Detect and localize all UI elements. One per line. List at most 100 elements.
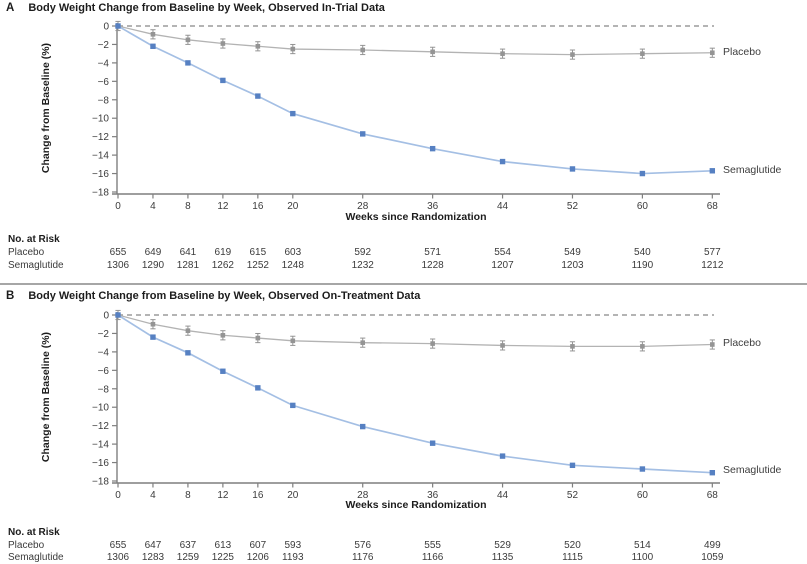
panel-a-placebo-marker	[500, 51, 505, 56]
panel-b-risk-value-semaglutide: 1283	[141, 552, 165, 563]
panel-a-semaglutide-marker	[360, 131, 366, 137]
panel-a-x-tick-label: 16	[252, 201, 264, 212]
panel-b-placebo-marker	[430, 341, 435, 346]
panel-b-placebo-marker	[570, 344, 575, 349]
panel-a-placebo-marker	[640, 51, 645, 56]
panel-b-placebo-marker	[640, 344, 645, 349]
panel-a-title: A Body Weight Change from Baseline by Wee…	[6, 2, 385, 14]
panel-b-x-tick-label: 8	[185, 490, 191, 501]
panel-a-risk-value-semaglutide: 1252	[246, 260, 269, 271]
panel-b-semaglutide-line	[117, 314, 713, 474]
panel-b-y-tick-label: −16	[92, 458, 109, 469]
panel-a-x-tick-label: 44	[497, 201, 509, 212]
panel-a-risk-row-semaglutide-label: Semaglutide	[8, 260, 64, 271]
panel-b-y-axis-label: Change from Baseline (%)	[40, 331, 52, 463]
panel-a-risk-value-placebo: 619	[214, 247, 232, 258]
panel-b-risk-value-placebo: 555	[424, 540, 441, 551]
panel-a-risk-value-placebo: 577	[703, 247, 721, 258]
panel-a-x-tick-label: 0	[115, 201, 121, 212]
panel-b-placebo-marker	[290, 338, 296, 344]
panel-a-x-tick-label: 12	[217, 201, 229, 212]
panel-a-y-tick-label: −18	[92, 188, 109, 199]
panel-b-placebo-marker	[150, 321, 156, 327]
panel-b-y-tick-label: −10	[92, 403, 109, 414]
panel-a-risk-value-semaglutide: 1262	[211, 260, 234, 271]
panel-b-y-tick-label: −8	[98, 384, 110, 395]
panel-b-risk-value-placebo: 529	[494, 540, 511, 551]
panel-b-risk-row-placebo-label: Placebo	[8, 540, 45, 551]
panel-b-risk-value-placebo: 576	[354, 540, 372, 551]
panel-a-risk-value-semaglutide: 1306	[106, 260, 130, 271]
panel-b-risk-value-semaglutide: 1225	[211, 552, 234, 563]
panel-a-semaglutide-marker	[499, 158, 506, 165]
panel-a-semaglutide-marker	[255, 93, 261, 99]
panel-a-risk-value-placebo: 554	[494, 247, 511, 258]
panel-a-risk-value-semaglutide: 1228	[421, 260, 444, 271]
panel-b-semaglutide-marker	[499, 453, 506, 459]
panel-a-placebo-marker	[430, 49, 435, 55]
panel-a-y-tick-label: −14	[92, 151, 109, 162]
panel-b-risk-value-placebo: 520	[564, 540, 581, 551]
panel-b-y-tick-label: −18	[92, 477, 109, 488]
panel-a-placebo-marker	[220, 41, 226, 46]
panel-b-y-tick-label: −14	[92, 440, 109, 451]
panel-a-risk-value-placebo: 571	[424, 247, 441, 258]
panel-b-placebo-marker	[710, 342, 715, 347]
panel-a-y-tick-label: −6	[98, 77, 110, 88]
panel-b-x-tick-label: 0	[115, 490, 121, 501]
panel-b-risk-value-semaglutide: 1206	[246, 552, 269, 563]
panel-b-y-tick-label: −12	[92, 421, 109, 432]
panel-a-y-tick-label: −16	[92, 169, 109, 180]
panel-a-risk-value-semaglutide: 1207	[491, 260, 514, 271]
panel-b-semaglutide-marker	[185, 350, 191, 356]
panel-b-x-tick-label: 16	[252, 490, 264, 501]
panel-b-placebo-marker	[500, 343, 505, 348]
panel-b-risk-value-semaglutide: 1166	[421, 552, 444, 563]
panel-a-risk-value-semaglutide: 1203	[561, 260, 584, 271]
panel-a-semaglutide-line	[117, 25, 713, 175]
panel-b-semaglutide-marker	[255, 385, 261, 391]
panel-a-risk-value-semaglutide: 1281	[176, 260, 200, 271]
panel-b-risk-value-placebo: 613	[214, 540, 232, 551]
panel-a-x-axis-label: Weeks since Randomization	[345, 211, 487, 223]
panel-a-placebo-marker	[360, 47, 366, 53]
panel-b-x-tick-label: 4	[150, 490, 156, 501]
panel-b-x-tick-label: 20	[287, 490, 299, 501]
panel-b-semaglutide-marker	[290, 402, 296, 409]
panel-b-risk-value-placebo: 593	[284, 540, 302, 551]
panel-b-x-tick-label: 44	[497, 490, 509, 501]
panel-b-x-tick-label: 60	[637, 490, 649, 501]
panel-a-x-tick-label: 52	[567, 201, 579, 212]
panel-a-x-tick-label: 28	[357, 201, 369, 212]
panel-a-risk-value-placebo: 540	[634, 247, 651, 258]
panel-a-semaglutide-marker	[429, 145, 436, 152]
panel-b-risk-value-semaglutide: 1259	[176, 552, 200, 563]
panel-b-risk-value-semaglutide: 1135	[491, 552, 514, 563]
panel-a-placebo-marker	[710, 50, 715, 56]
panel-a-y-tick-label: −8	[98, 95, 110, 106]
panel-a-risk-value-placebo: 649	[144, 247, 162, 258]
panel-b-semaglutide-marker	[150, 334, 156, 340]
panel-a-semaglutide-marker	[639, 170, 646, 177]
panel-b-risk-value-placebo: 514	[634, 540, 651, 551]
panel-b-y-tick-label: −2	[98, 329, 110, 340]
panel-a-risk-value-semaglutide: 1190	[631, 260, 654, 271]
panel-b-risk-value-placebo: 655	[109, 540, 127, 551]
panel-a-risk-header: No. at Risk	[8, 234, 60, 245]
panel-a-semaglutide-marker	[185, 60, 191, 66]
panel-a-placebo-label: Placebo	[723, 46, 761, 58]
panel-a-y-tick-label: −2	[98, 40, 110, 51]
panel-a-y-tick-label: −10	[92, 114, 109, 125]
panel-a-semaglutide-marker	[569, 166, 576, 172]
panel-b-placebo-marker	[255, 335, 261, 341]
panel-a-y-axis-label: Change from Baseline (%)	[40, 42, 52, 174]
panel-b-placebo-line	[117, 314, 713, 348]
panel-a-y-tick-label: −12	[92, 132, 109, 143]
panel-a-risk-value-semaglutide: 1212	[701, 260, 724, 271]
panel-b-risk-value-semaglutide: 1176	[351, 552, 374, 563]
panel-b-risk-value-semaglutide: 1059	[701, 552, 724, 563]
panel-b-risk-value-semaglutide: 1306	[106, 552, 130, 563]
panel-b-semaglutide-label: Semaglutide	[723, 464, 782, 476]
panel-a-placebo-marker	[185, 37, 191, 43]
